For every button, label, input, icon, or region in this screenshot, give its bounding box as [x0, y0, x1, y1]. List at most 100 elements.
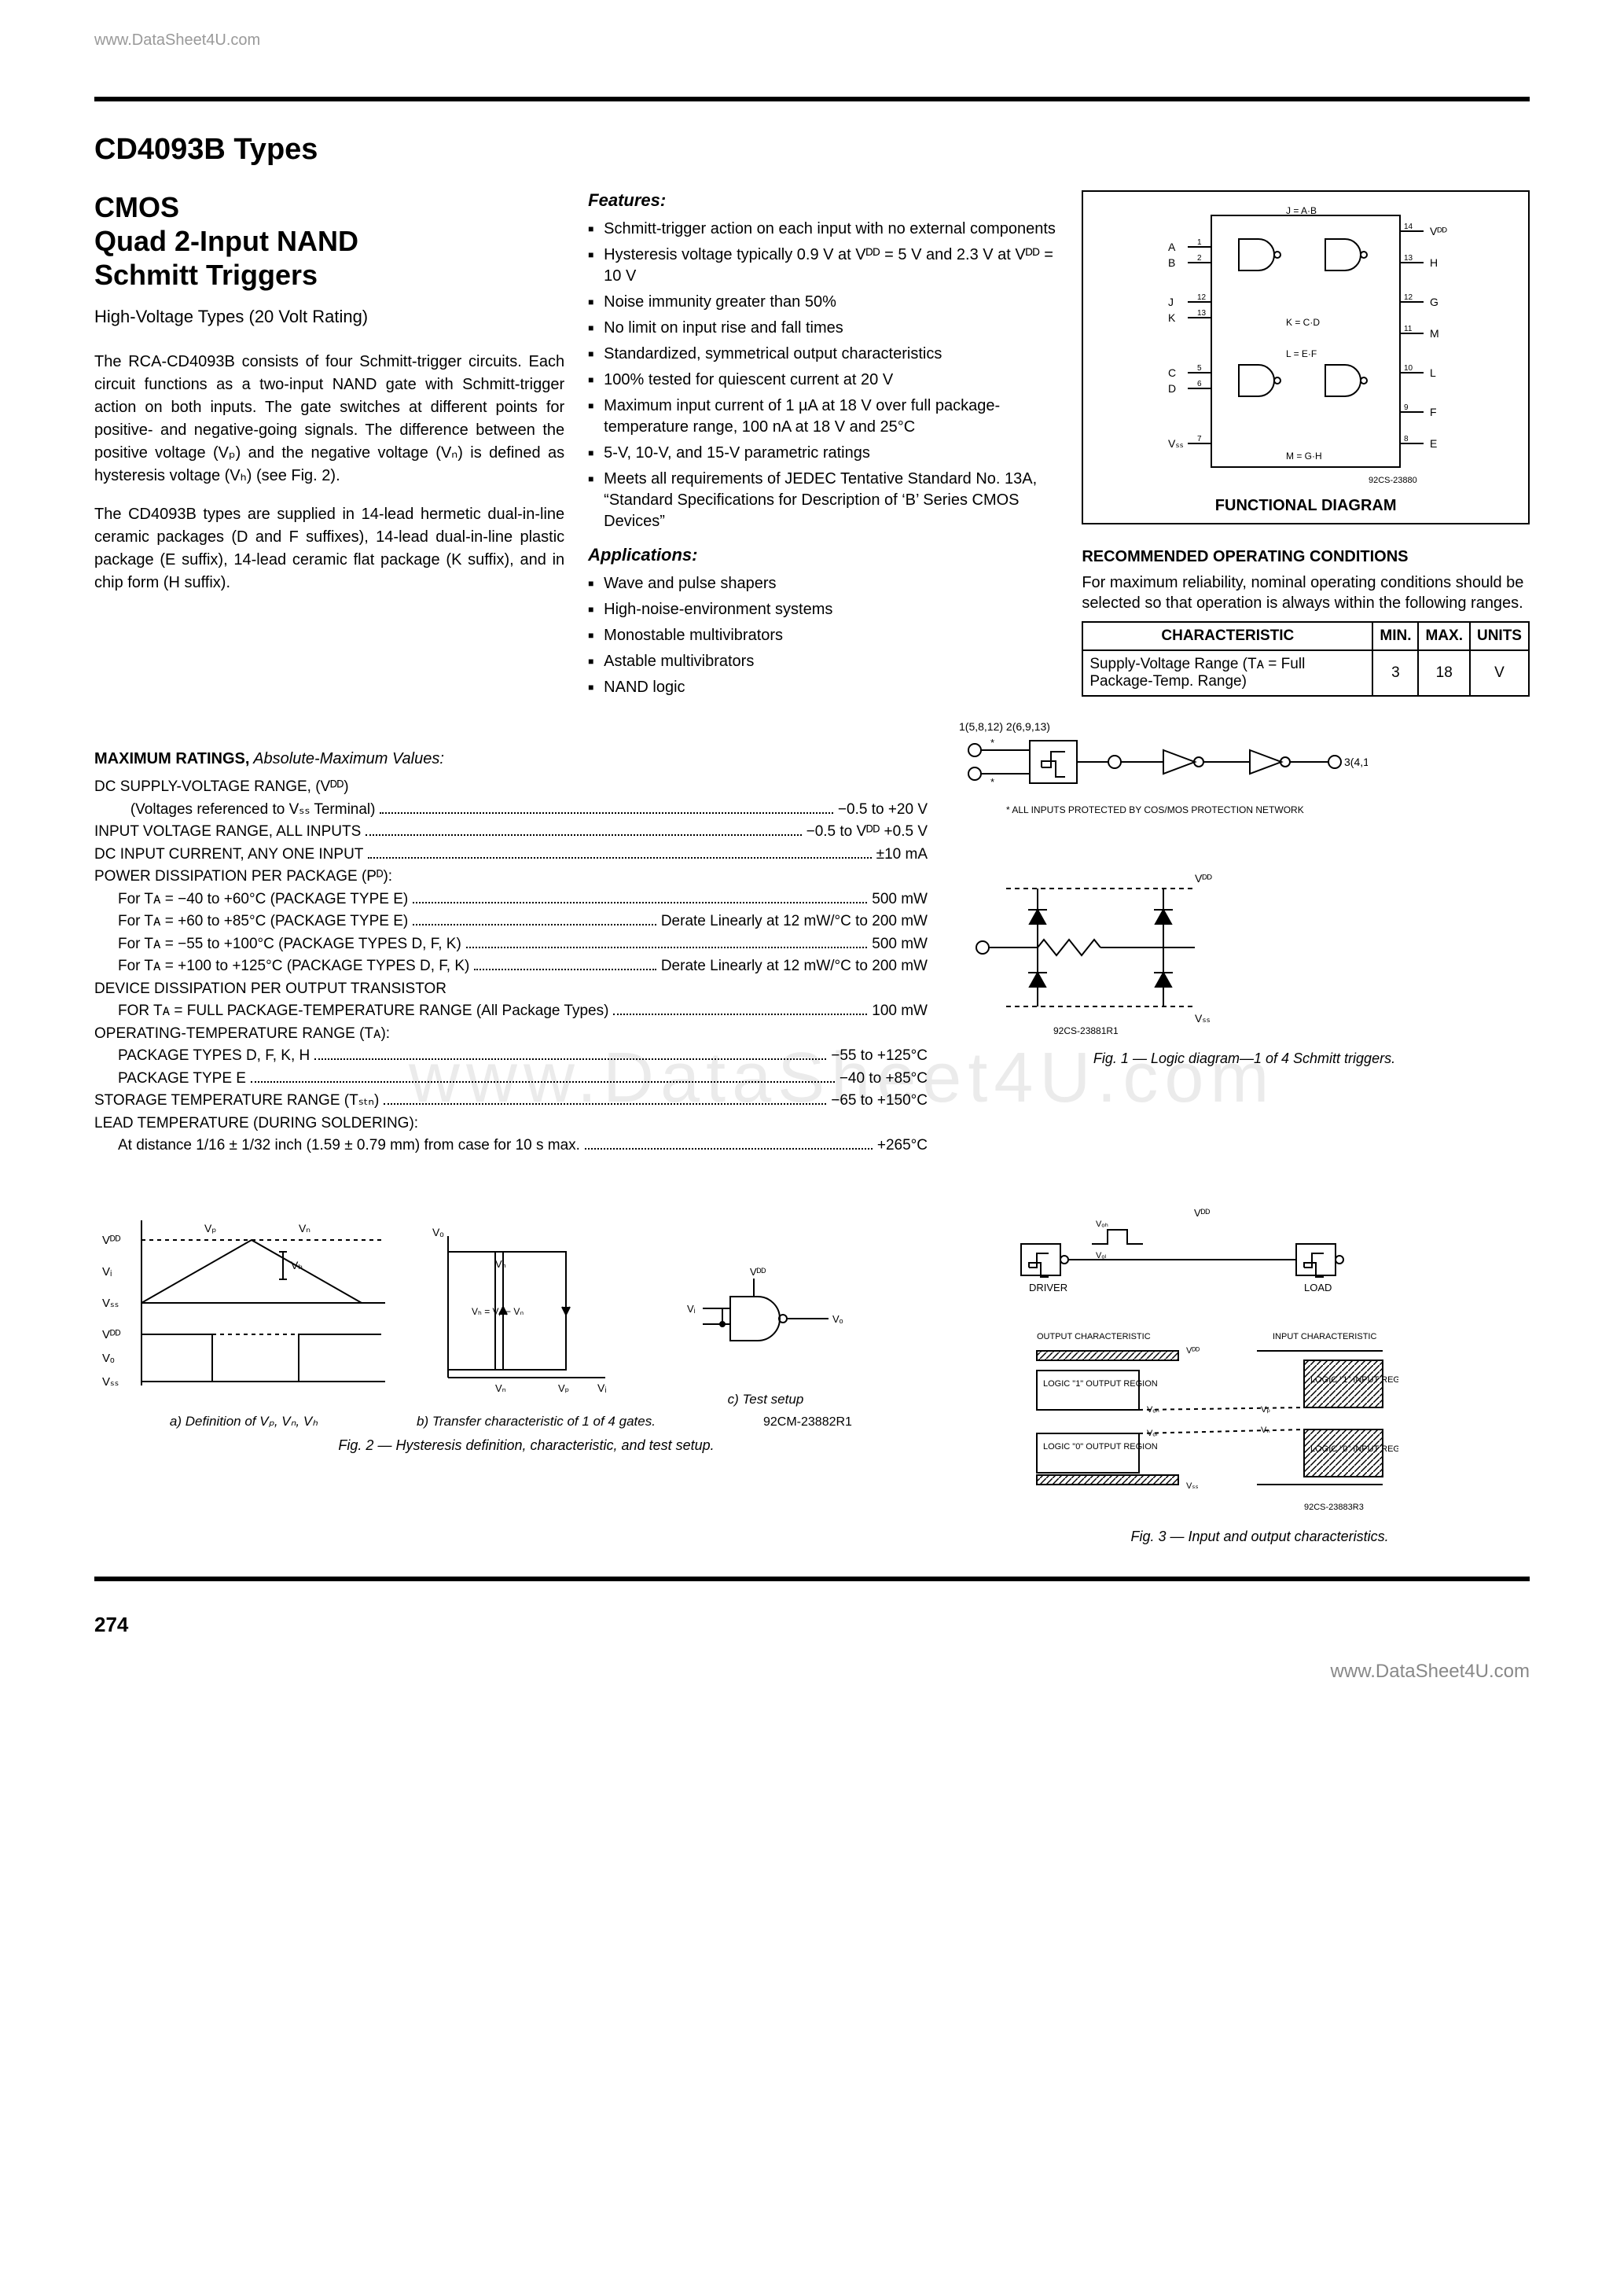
- svg-text:Vₛₛ: Vₛₛ: [1186, 1481, 1199, 1491]
- fig2c-caption: c) Test setup: [679, 1392, 852, 1407]
- ratings-row: For Tᴀ = −55 to +100°C (PACKAGE TYPES D,…: [94, 933, 928, 956]
- svg-text:LOGIC "0" OUTPUT REGION: LOGIC "0" OUTPUT REGION: [1043, 1442, 1158, 1452]
- svg-text:H: H: [1430, 256, 1438, 269]
- rec-cond-table: CHARACTERISTIC MIN. MAX. UNITS Supply-Vo…: [1082, 621, 1530, 697]
- heading-l3: Schmitt Triggers: [94, 259, 318, 291]
- ratings-row: For Tᴀ = +100 to +125°C (PACKAGE TYPES D…: [94, 955, 928, 978]
- svg-text:F: F: [1430, 406, 1437, 418]
- svg-text:Vᵢ: Vᵢ: [102, 1265, 112, 1279]
- feature-item: Standardized, symmetrical output charact…: [588, 344, 1058, 365]
- max-ratings-title: MAXIMUM RATINGS, Absolute-Maximum Values…: [94, 750, 928, 768]
- ratings-row: (Voltages referenced to Vₛₛ Terminal)−0.…: [94, 799, 928, 822]
- svg-text:Vₕ: Vₕ: [291, 1259, 303, 1271]
- functional-diagram-svg: J = A·B K = C·D L = E·F M = G·H: [1164, 200, 1447, 491]
- svg-text:M = G·H: M = G·H: [1286, 451, 1322, 462]
- rec-td-max: 18: [1418, 650, 1470, 696]
- svg-text:LOAD: LOAD: [1304, 1282, 1332, 1293]
- fig3-block: Vᴰᴰ Vₒₕ Vₒₗ DRIVER LOAD OUTPUT CHARACTER…: [990, 1205, 1530, 1545]
- svg-text:Vₚ: Vₚ: [1261, 1405, 1270, 1415]
- svg-text:Vₙ: Vₙ: [299, 1222, 310, 1234]
- svg-text:E: E: [1430, 437, 1437, 450]
- svg-text:Vₚ: Vₚ: [204, 1222, 216, 1234]
- application-item: Wave and pulse shapers: [588, 573, 1058, 594]
- svg-text:Vₒₕ: Vₒₕ: [1096, 1220, 1108, 1229]
- col-left: CMOS Quad 2-Input NAND Schmitt Triggers …: [94, 190, 564, 703]
- application-item: NAND logic: [588, 677, 1058, 698]
- ratings-row: OPERATING-TEMPERATURE RANGE (Tᴀ):: [94, 1023, 928, 1046]
- svg-text:Vₛₛ: Vₛₛ: [1168, 437, 1184, 450]
- svg-text:K = C·D: K = C·D: [1286, 317, 1320, 328]
- svg-text:1: 1: [1197, 238, 1202, 247]
- rec-td-char: Supply-Voltage Range (Tᴀ = Full Package-…: [1082, 650, 1372, 696]
- svg-text:Vₚ: Vₚ: [558, 1382, 569, 1394]
- fig3-top-svg: Vᴰᴰ Vₒₕ Vₒₗ DRIVER LOAD: [990, 1205, 1398, 1323]
- svg-text:8: 8: [1404, 435, 1409, 443]
- intro-p2: The CD4093B types are supplied in 14-lea…: [94, 503, 564, 594]
- ratings-row: STORAGE TEMPERATURE RANGE (Tₛₜₙ)−65 to +…: [94, 1090, 928, 1113]
- svg-text:11: 11: [1404, 325, 1413, 333]
- max-ratings-title-bold: MAXIMUM RATINGS,: [94, 750, 249, 767]
- rec-th-min: MIN.: [1372, 622, 1418, 650]
- fig2-ref: 92CM-23882R1: [679, 1415, 852, 1429]
- svg-text:Vᴰᴰ: Vᴰᴰ: [1186, 1346, 1200, 1356]
- svg-text:Vₕ: Vₕ: [495, 1258, 506, 1270]
- rec-td-units: V: [1470, 650, 1529, 696]
- main-heading: CMOS Quad 2-Input NAND Schmitt Triggers: [94, 190, 564, 293]
- features-list: Schmitt-trigger action on each input wit…: [588, 219, 1058, 532]
- svg-text:Vₕ = Vₚ − Vₙ: Vₕ = Vₚ − Vₙ: [472, 1306, 524, 1317]
- col-right: J = A·B K = C·D L = E·F M = G·H: [1082, 190, 1530, 703]
- ratings-row: POWER DISSIPATION PER PACKAGE (Pᴰ):: [94, 866, 928, 889]
- svg-text:Vₛₛ: Vₛₛ: [102, 1297, 119, 1310]
- fig1-block: * * 1(5,8,12) 2(6,9,13) 3(4,10,11) * ALL…: [959, 719, 1530, 1157]
- svg-text:LOGIC "0" INPUT REGION: LOGIC "0" INPUT REGION: [1310, 1444, 1398, 1454]
- svg-text:10: 10: [1404, 364, 1413, 373]
- application-item: Astable multivibrators: [588, 651, 1058, 672]
- svg-text:A: A: [1168, 241, 1176, 253]
- svg-text:7: 7: [1197, 435, 1202, 443]
- svg-text:9: 9: [1404, 403, 1409, 412]
- ratings-row: INPUT VOLTAGE RANGE, ALL INPUTS−0.5 to V…: [94, 821, 928, 844]
- subtitle: High-Voltage Types (20 Volt Rating): [94, 307, 564, 327]
- ratings-row: LEAD TEMPERATURE (DURING SOLDERING):: [94, 1113, 928, 1135]
- svg-text:Vᵢ: Vᵢ: [687, 1303, 696, 1315]
- svg-text:J = A·B: J = A·B: [1286, 205, 1317, 216]
- intro-p1: The RCA-CD4093B consists of four Schmitt…: [94, 351, 564, 488]
- figure-row: Vᴰᴰ Vᵢ Vₛₛ Vᴰᴰ Vₒ Vₛₛ Vₚ Vₙ: [94, 1205, 1530, 1545]
- fig2a-caption: a) Definition of Vₚ, Vₙ, Vₕ: [94, 1414, 393, 1429]
- applications-list: Wave and pulse shapers High-noise-environ…: [588, 573, 1058, 698]
- heading-l1: CMOS: [94, 191, 179, 223]
- svg-text:92CS-23881R1: 92CS-23881R1: [1053, 1025, 1119, 1036]
- svg-text:Vₙ: Vₙ: [495, 1382, 506, 1394]
- fig2-block: Vᴰᴰ Vᵢ Vₛₛ Vᴰᴰ Vₒ Vₛₛ Vₚ Vₙ: [94, 1205, 958, 1454]
- applications-label: Applications:: [588, 545, 1058, 565]
- svg-text:Vᴰᴰ: Vᴰᴰ: [1195, 872, 1212, 885]
- fig3-regions-svg: OUTPUT CHARACTERISTIC INPUT CHARACTERIST…: [990, 1327, 1398, 1516]
- svg-text:K: K: [1168, 311, 1176, 324]
- svg-text:3(4,10,11): 3(4,10,11): [1344, 756, 1368, 768]
- heading-l2: Quad 2-Input NAND: [94, 225, 358, 257]
- rec-th-max: MAX.: [1418, 622, 1470, 650]
- fig3-caption: Fig. 3 — Input and output characteristic…: [990, 1529, 1530, 1545]
- svg-text:*: *: [990, 737, 994, 749]
- svg-text:Vᵢ: Vᵢ: [597, 1382, 607, 1394]
- svg-text:Vᴰᴰ: Vᴰᴰ: [1430, 225, 1447, 237]
- rec-cond-text: For maximum reliability, nominal operati…: [1082, 572, 1530, 613]
- fig2a: Vᴰᴰ Vᵢ Vₛₛ Vᴰᴰ Vₒ Vₛₛ Vₚ Vₙ: [94, 1205, 393, 1429]
- fig1-logic-svg: * * 1(5,8,12) 2(6,9,13) 3(4,10,11) * ALL…: [959, 719, 1368, 860]
- svg-text:1(5,8,12) 2(6,9,13): 1(5,8,12) 2(6,9,13): [959, 720, 1050, 733]
- svg-text:L: L: [1430, 366, 1436, 379]
- ratings-row: PACKAGE TYPES D, F, K, H−55 to +125°C: [94, 1045, 928, 1068]
- ratings-row: FOR Tᴀ = FULL PACKAGE-TEMPERATURE RANGE …: [94, 1000, 928, 1023]
- ratings-row: For Tᴀ = −40 to +60°C (PACKAGE TYPE E)50…: [94, 889, 928, 911]
- svg-text:Vₒ: Vₒ: [102, 1352, 115, 1365]
- svg-text:13: 13: [1404, 254, 1413, 263]
- feature-item: Hysteresis voltage typically 0.9 V at Vᴰ…: [588, 245, 1058, 287]
- ratings-rows: DC SUPPLY-VOLTAGE RANGE, (Vᴰᴰ) (Voltages…: [94, 776, 928, 1157]
- svg-text:LOGIC "1" OUTPUT REGION: LOGIC "1" OUTPUT REGION: [1043, 1379, 1158, 1389]
- application-item: High-noise-environment systems: [588, 599, 1058, 620]
- ratings-row: DC INPUT CURRENT, ANY ONE INPUT±10 mA: [94, 844, 928, 867]
- svg-text:OUTPUT CHARACTERISTIC: OUTPUT CHARACTERISTIC: [1037, 1332, 1151, 1341]
- svg-text:14: 14: [1404, 223, 1413, 231]
- svg-text:13: 13: [1197, 309, 1207, 318]
- svg-text:C: C: [1168, 366, 1176, 379]
